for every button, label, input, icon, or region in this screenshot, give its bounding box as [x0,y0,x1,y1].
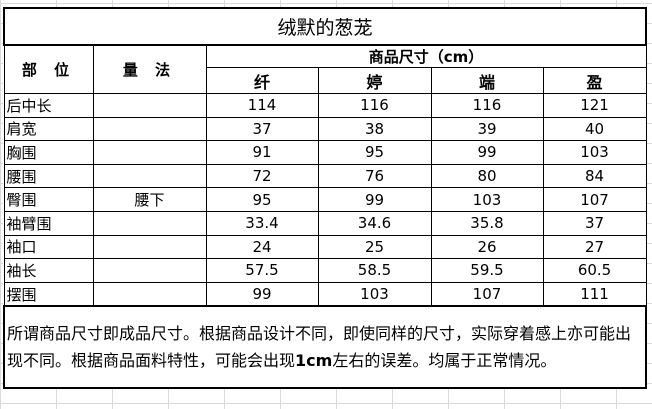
table-row: 袖臂围 33.4 34.6 35.8 37 [3,210,647,236]
header-method: 量 法 [92,44,207,94]
size-value: 24 [205,234,319,260]
table-row: 肩宽 37 38 39 40 [3,116,647,142]
table-row: 袖长 57.5 58.5 59.5 60.5 [3,258,647,283]
size-value: 57.5 [205,258,319,283]
row-part: 腰围 [3,163,94,189]
size-chart-table: 绒默的葱茏 部 位 量 法 商品尺寸（cm） 纤 婷 端 盈 后中长 114 116… [2,7,648,390]
size-value: 38 [317,116,432,142]
note-text: 所谓商品尺寸即成品尺寸。根据商品设计不同，即使同样的尺寸，实际穿着感上亦可能出现… [2,305,648,390]
note-after: 左右的误差。均属于正常情况。 [332,351,557,371]
size-value: 114 [205,93,319,118]
size-value: 33.4 [205,210,319,236]
size-value: 95 [205,187,319,212]
size-value: 99 [205,281,319,307]
row-method [92,234,207,260]
size-value: 40 [542,116,647,142]
size-value: 121 [542,93,647,118]
size-value: 60.5 [542,258,647,283]
size-value: 39 [430,116,544,142]
header-part: 部 位 [3,44,94,94]
note-bold: 1cm [295,351,333,371]
table-row: 袖口 24 25 26 27 [3,234,647,260]
size-value: 34.6 [317,210,432,236]
size-value: 99 [317,187,432,212]
header-size: 端 [430,67,544,94]
row-part: 胸围 [3,140,94,165]
row-method [92,281,207,307]
row-part: 袖口 [3,234,94,260]
row-part: 臀围 [3,187,94,212]
table-row: 臀围 腰下 95 99 103 107 [3,187,647,212]
header-size: 盈 [542,67,647,94]
row-method [92,116,207,142]
size-value: 27 [542,234,647,260]
header-size: 纤 [205,67,319,94]
size-value: 99 [430,140,544,165]
size-value: 116 [430,93,544,118]
size-value: 26 [430,234,544,260]
size-value: 80 [430,163,544,189]
table-row: 后中长 114 116 116 121 [3,93,647,118]
size-value: 37 [542,210,647,236]
row-method [92,258,207,283]
header-size: 婷 [317,67,432,94]
size-value: 103 [430,187,544,212]
chart-title: 绒默的葱茏 [2,7,648,46]
size-value: 59.5 [430,258,544,283]
size-value: 116 [317,93,432,118]
row-part: 袖臂围 [3,210,94,236]
row-part: 摆围 [3,281,94,307]
row-method [92,93,207,118]
size-value: 103 [542,140,647,165]
size-value: 107 [430,281,544,307]
table-row: 腰围 72 76 80 84 [3,163,647,189]
size-value: 35.8 [430,210,544,236]
size-value: 111 [542,281,647,307]
table-row: 摆围 99 103 107 111 [3,281,647,307]
size-value: 91 [205,140,319,165]
row-method [92,210,207,236]
row-method [92,163,207,189]
size-value: 76 [317,163,432,189]
size-value: 25 [317,234,432,260]
size-value: 37 [205,116,319,142]
size-value: 84 [542,163,647,189]
row-part: 后中长 [3,93,94,118]
note-before: 所谓商品尺寸即成品尺寸。根据商品设计不同，即使同样的尺寸，实际穿着感上亦可能出现… [7,324,632,371]
size-value: 95 [317,140,432,165]
table-row: 胸围 91 95 99 103 [3,140,647,165]
size-value: 72 [205,163,319,189]
size-value: 58.5 [317,258,432,283]
size-value: 107 [542,187,647,212]
row-part: 袖长 [3,258,94,283]
header-size-group: 商品尺寸（cm） [205,44,647,68]
row-method: 腰下 [92,187,207,212]
size-value: 103 [317,281,432,307]
row-method [92,140,207,165]
row-part: 肩宽 [3,116,94,142]
